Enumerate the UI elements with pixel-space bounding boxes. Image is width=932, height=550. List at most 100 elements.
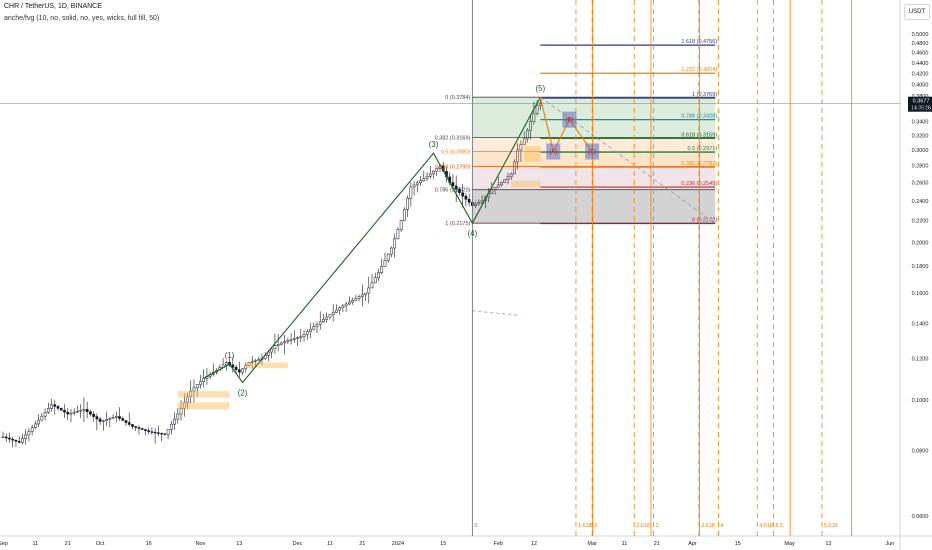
price-badge-value: 0.3677 (913, 99, 930, 105)
fib-time-label: 3 (594, 523, 597, 529)
price-tick: 0.1200 (912, 356, 929, 362)
fib-time-label: 5.618 (824, 523, 838, 529)
fib-time-label: 2.618 (636, 523, 650, 529)
candle-body (506, 176, 510, 180)
candle-body (66, 411, 70, 415)
ext-fib-label: 0.5 (0.2971) (687, 146, 717, 152)
candle-body (522, 138, 526, 145)
candle-body (480, 200, 484, 203)
candle-body (380, 266, 384, 273)
candle-body (296, 337, 299, 339)
abc-label: (A) (549, 150, 557, 156)
candle-body (419, 180, 422, 184)
time-tick: May (784, 541, 795, 547)
price-tick: 0.0600 (912, 514, 929, 520)
candle-body (254, 360, 257, 362)
candle-body (105, 419, 108, 421)
fib-zone (472, 166, 716, 190)
candle-body (30, 427, 34, 432)
time-tick: 15 (735, 541, 741, 547)
indicator-label: anche/fvg (10, no, solid, no, yes, wicks… (4, 15, 160, 22)
candle-body (89, 411, 92, 415)
candle-body (92, 413, 95, 417)
candle-body (225, 362, 228, 366)
candle-body (428, 173, 432, 177)
candle-body (150, 431, 154, 433)
candle-body (335, 309, 338, 313)
candle-body (435, 168, 439, 172)
time-tick: 15 (440, 541, 446, 547)
price-tick: 0.3600 (912, 107, 929, 113)
candle-body (169, 423, 173, 430)
candle-body (373, 277, 377, 284)
time-tick: 16 (146, 541, 152, 547)
fib-time-label: 1.618 (578, 523, 592, 529)
candle-body (503, 179, 507, 183)
candle-body (425, 176, 429, 179)
candle-body (137, 427, 141, 429)
abc-label: (B) (565, 118, 573, 124)
candle-body (276, 344, 280, 346)
candle-body (247, 362, 251, 366)
abc-projection (539, 97, 593, 154)
currency-button[interactable]: USDT (904, 4, 930, 20)
time-axis[interactable]: Sep 11 21 Oct 16 Nov 13 Dec 11 21 2024 15 Feb 12 Mar 11… (0, 541, 894, 547)
candles (1, 99, 542, 448)
candle-body (451, 182, 455, 187)
trend-dashed-lower (472, 310, 521, 316)
candle-body (477, 202, 481, 205)
wave-label: (4) (467, 229, 477, 238)
candle-body (118, 416, 121, 419)
candle-body (341, 305, 345, 308)
time-tick: 13 (236, 541, 242, 547)
time-tick: Feb (494, 541, 503, 547)
candle-body (302, 334, 306, 338)
candle-body (108, 418, 112, 420)
candle-body (351, 300, 354, 303)
candle-body (8, 437, 11, 440)
candle-body (189, 390, 193, 398)
candle-body (1, 436, 5, 439)
fvg-box (524, 146, 541, 162)
time-tick: Apr (688, 541, 697, 547)
time-tick: 21 (65, 541, 71, 547)
price-tick: 0.1400 (912, 321, 929, 327)
candle-body (461, 192, 465, 197)
impulse-wave-line (203, 96, 541, 384)
left-fib-label: 0.618 (0.2790) (435, 165, 471, 171)
candle-body (409, 186, 413, 199)
candle-body (82, 409, 86, 411)
wave-label: (2) (238, 388, 248, 397)
candle-body (318, 321, 322, 325)
candle-body (532, 113, 536, 122)
candle-body (163, 433, 167, 435)
candle-body (127, 422, 131, 425)
candle-body (422, 178, 426, 182)
candle-body (454, 185, 458, 190)
ext-fib-label: 1 (0.3769) (692, 92, 717, 98)
candle-body (344, 303, 348, 307)
candle-body (46, 408, 50, 413)
candle-body (325, 316, 329, 320)
fib-time-label: 8.5 (775, 523, 783, 529)
price-tick: 0.1800 (912, 264, 929, 270)
candle-body (280, 342, 283, 345)
candle-body (315, 324, 319, 327)
time-tick: 11 (33, 541, 39, 547)
fib-zone (472, 189, 716, 224)
candle-body (509, 173, 513, 178)
candle-body (390, 247, 393, 255)
candle-body (328, 314, 332, 318)
elliott-waves: (1) (2) (3) (4) (5) (A) (B) (C) (203, 84, 716, 397)
candle-body (37, 419, 40, 425)
price-badge-countdown: 14:36:26 (911, 106, 931, 112)
candle-body (4, 436, 8, 439)
fvg-box (245, 362, 288, 369)
candle-body (14, 439, 18, 442)
candle-body (432, 170, 435, 175)
fib-time-label: 0 (474, 523, 477, 529)
candle-body (538, 103, 542, 106)
price-tick: 0.3200 (912, 133, 929, 139)
